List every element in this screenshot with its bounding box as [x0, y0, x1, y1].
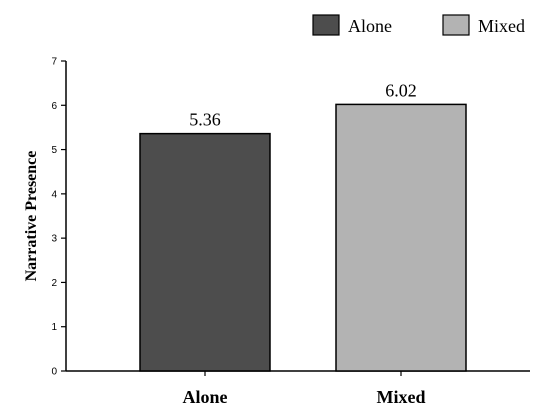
y-axis-title: Narrative Presence — [23, 151, 40, 282]
legend-swatch-alone — [312, 14, 340, 36]
category-label-mixed: Mixed — [377, 387, 426, 407]
y-tick-label-3: 3 — [51, 234, 57, 245]
y-tick-label-2: 2 — [51, 278, 57, 289]
bar-alone — [139, 132, 271, 372]
bar-mixed — [335, 103, 467, 372]
legend: Alone Mixed — [312, 14, 525, 36]
legend-label-alone: Alone — [348, 16, 392, 36]
legend-swatch-mixed — [442, 14, 470, 36]
legend-label-mixed: Mixed — [478, 16, 525, 36]
category-label-alone: Alone — [183, 387, 228, 407]
y-tick-label-5: 5 — [51, 145, 57, 156]
y-tick-label-6: 6 — [51, 101, 57, 112]
y-tick-label-4: 4 — [51, 189, 57, 200]
y-tick-label-7: 7 — [51, 57, 57, 68]
y-tick-label-1: 1 — [51, 322, 57, 333]
y-tick-label-0: 0 — [51, 367, 57, 378]
bars: 5.36 Alone 6.02 Mixed — [139, 80, 467, 407]
value-label-mixed: 6.02 — [385, 80, 417, 100]
value-label-alone: 5.36 — [189, 110, 221, 130]
y-ticks: 0 1 2 3 4 5 6 7 — [51, 57, 66, 378]
